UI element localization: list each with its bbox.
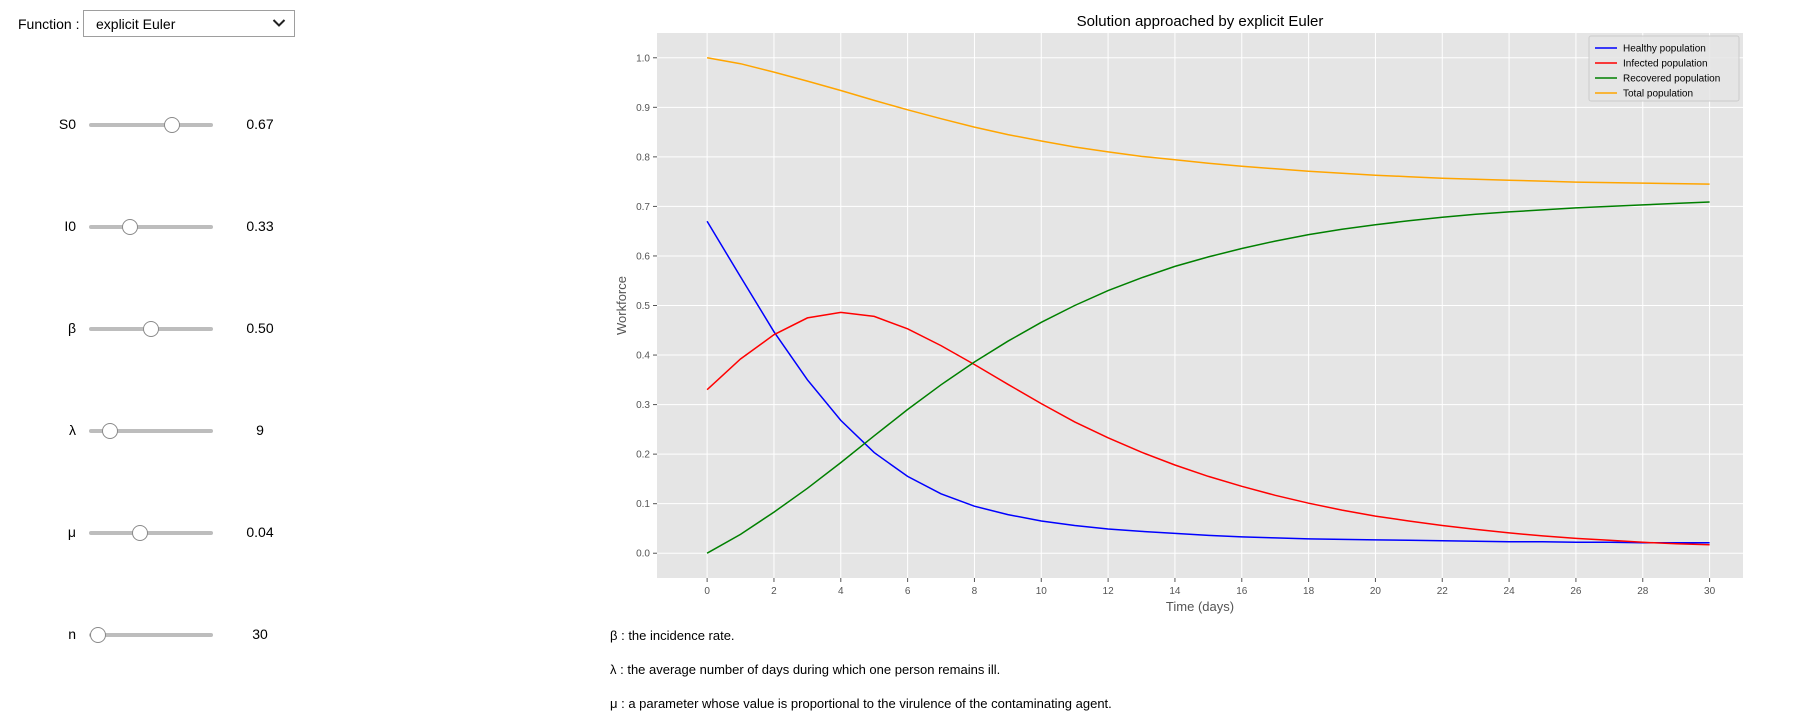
y-tick-label: 0.7	[636, 202, 650, 213]
slider-row-mu: μ 0.04	[0, 521, 300, 545]
slider-row-s0: S0 0.67	[0, 113, 300, 137]
chart-title: Solution approached by explicit Euler	[1077, 13, 1324, 30]
y-tick-label: 0.6	[636, 251, 650, 262]
x-tick-label: 6	[905, 586, 911, 597]
slider-value: 30	[252, 626, 268, 642]
slider-value: 9	[256, 422, 264, 438]
slider-thumb[interactable]	[102, 423, 119, 439]
beta-slider[interactable]	[89, 321, 213, 337]
function-select[interactable]: explicit Euler	[83, 10, 295, 37]
y-tick-label: 0.5	[636, 301, 650, 312]
chevron-down-icon	[272, 19, 286, 27]
slider-thumb[interactable]	[164, 117, 181, 133]
y-tick-label: 0.3	[636, 400, 650, 411]
x-axis-label: Time (days)	[1166, 599, 1234, 614]
y-tick-label: 0.2	[636, 450, 650, 461]
mu-slider[interactable]	[89, 525, 213, 541]
description-beta: β : the incidence rate.	[610, 628, 735, 643]
slider-label: λ	[69, 422, 76, 438]
series-line-1	[706, 220, 1710, 544]
lambda-slider[interactable]	[89, 423, 213, 439]
x-tick-label: 16	[1236, 586, 1248, 597]
y-axis-label: Workforce	[614, 276, 629, 335]
legend-label: Infected population	[1623, 59, 1708, 70]
slider-value: 0.04	[246, 524, 274, 540]
slider-thumb[interactable]	[121, 219, 138, 235]
x-tick-label: 20	[1370, 586, 1382, 597]
n-slider[interactable]	[89, 627, 213, 643]
x-tick-label: 28	[1637, 586, 1649, 597]
function-label: Function :	[18, 15, 80, 32]
slider-thumb[interactable]	[143, 321, 159, 337]
s0-slider[interactable]	[89, 117, 213, 133]
series-line-4	[706, 57, 1710, 185]
y-tick-label: 0.9	[636, 103, 650, 114]
x-tick-label: 30	[1704, 586, 1716, 597]
slider-value: 0.50	[246, 320, 274, 336]
x-tick-label: 14	[1169, 586, 1181, 597]
slider-row-beta: β 0.50	[0, 317, 300, 341]
slider-label: S0	[58, 116, 76, 132]
x-tick-label: 10	[1036, 586, 1048, 597]
slider-label: n	[68, 626, 76, 642]
i0-slider[interactable]	[89, 219, 213, 235]
y-tick-label: 0.4	[636, 351, 650, 362]
slider-thumb[interactable]	[131, 525, 148, 541]
function-row: Function : explicit Euler	[18, 10, 295, 37]
function-select-value: explicit Euler	[96, 15, 176, 32]
sir-chart: 0 2 4 6 8 10 12 14 16 18 20 22 24 26 28 300.00.10.20.30…	[614, 13, 1743, 614]
legend-label: Recovered population	[1623, 74, 1720, 85]
x-tick-label: 22	[1437, 586, 1449, 597]
slider-value: 0.33	[246, 218, 274, 234]
x-tick-label: 26	[1570, 586, 1582, 597]
y-tick-label: 0.1	[636, 499, 650, 510]
slider-label: I0	[64, 218, 76, 234]
x-tick-label: 24	[1504, 586, 1516, 597]
y-tick-label: 0.0	[636, 549, 650, 560]
slider-thumb[interactable]	[89, 627, 106, 643]
slider-row-lambda: λ 9	[0, 419, 300, 443]
legend-box	[1588, 35, 1740, 102]
x-tick-label: 12	[1103, 586, 1115, 597]
x-tick-label: 8	[972, 586, 978, 597]
x-tick-label: 2	[771, 586, 777, 597]
slider-row-i0: I0 0.33	[0, 215, 300, 239]
legend-label: Healthy population	[1623, 44, 1706, 55]
y-tick-label: 0.8	[636, 152, 650, 163]
x-tick-label: 0	[704, 586, 710, 597]
slider-label: β	[67, 320, 76, 336]
slider-value: 0.67	[246, 116, 274, 132]
description-lambda: λ : the average number of days during wh…	[610, 662, 1001, 677]
series-line-3	[706, 201, 1710, 554]
x-tick-label: 18	[1303, 586, 1315, 597]
slider-row-n: n 30	[0, 623, 300, 647]
y-tick-label: 1.0	[636, 53, 650, 64]
x-tick-label: 4	[838, 586, 844, 597]
description-mu: μ : a parameter whose value is proportio…	[610, 696, 1112, 711]
legend-label: Total population	[1623, 89, 1693, 100]
series-line-2	[706, 311, 1710, 546]
slider-label: μ	[67, 524, 76, 540]
